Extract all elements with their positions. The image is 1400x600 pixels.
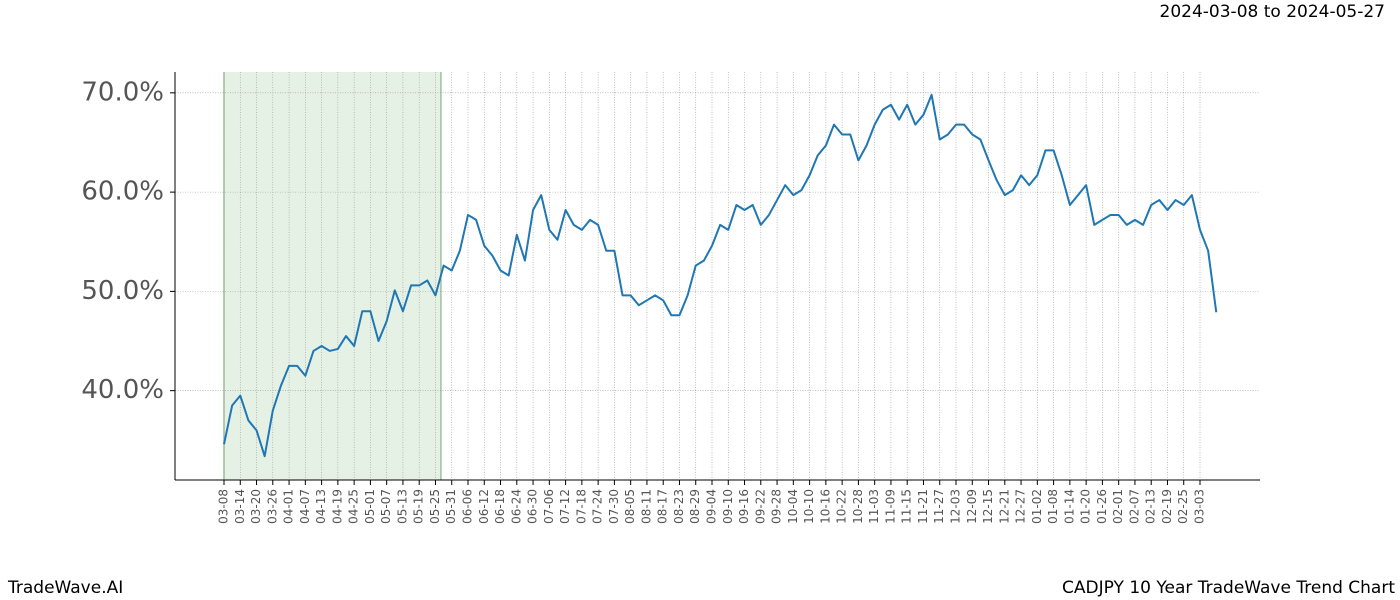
x-tick-label: 12-03 bbox=[949, 489, 963, 524]
x-tick-label: 07-06 bbox=[542, 489, 556, 524]
x-tick-label: 02-19 bbox=[1160, 489, 1174, 524]
y-tick-label: 60.0% bbox=[81, 177, 164, 207]
x-tick-label: 01-14 bbox=[1062, 489, 1076, 524]
x-tick-label: 10-28 bbox=[851, 489, 865, 524]
x-tick-label: 09-22 bbox=[753, 489, 767, 524]
x-tick-label: 05-31 bbox=[444, 489, 458, 524]
x-tick-label: 09-28 bbox=[770, 489, 784, 524]
x-tick-label: 04-01 bbox=[282, 489, 296, 524]
x-tick-label: 12-21 bbox=[997, 489, 1011, 524]
x-tick-label: 03-08 bbox=[217, 489, 231, 524]
x-tick-label: 06-24 bbox=[509, 489, 523, 524]
x-tick-label: 04-07 bbox=[298, 489, 312, 524]
x-tick-label: 11-21 bbox=[916, 489, 930, 524]
y-tick-label: 50.0% bbox=[81, 276, 164, 306]
y-tick-label: 40.0% bbox=[81, 375, 164, 405]
x-tick-label: 06-12 bbox=[477, 489, 491, 524]
x-tick-label: 05-13 bbox=[395, 489, 409, 524]
highlight-range bbox=[224, 72, 441, 480]
x-tick-label: 08-17 bbox=[656, 489, 670, 524]
x-tick-label: 05-25 bbox=[428, 489, 442, 524]
x-tick-label: 11-09 bbox=[883, 489, 897, 524]
x-tick-label: 08-29 bbox=[688, 489, 702, 524]
x-tick-label: 09-10 bbox=[721, 489, 735, 524]
x-tick-label: 08-11 bbox=[639, 489, 653, 524]
x-tick-label: 12-15 bbox=[981, 489, 995, 524]
x-tick-label: 09-16 bbox=[737, 489, 751, 524]
x-tick-label: 11-27 bbox=[932, 489, 946, 524]
x-tick-label: 07-18 bbox=[574, 489, 588, 524]
x-tick-label: 01-02 bbox=[1030, 489, 1044, 524]
footer-left: TradeWave.AI bbox=[7, 578, 123, 598]
x-tick-label: 03-03 bbox=[1193, 489, 1207, 524]
x-tick-label: 06-06 bbox=[461, 489, 475, 524]
data-line bbox=[223, 93, 1218, 458]
x-tick-label: 10-10 bbox=[802, 489, 816, 524]
x-tick-label: 04-25 bbox=[347, 489, 361, 524]
x-tick-label: 10-16 bbox=[818, 489, 832, 524]
x-tick-label: 06-18 bbox=[493, 489, 507, 524]
x-tick-label: 12-27 bbox=[1014, 489, 1028, 524]
footer-right: CADJPY 10 Year TradeWave Trend Chart bbox=[1062, 578, 1395, 598]
x-tick-label: 04-19 bbox=[330, 489, 344, 524]
chart-title: 2024-03-08 to 2024-05-27 bbox=[1160, 2, 1385, 22]
x-tick-label: 08-23 bbox=[672, 489, 686, 524]
x-tick-label: 01-08 bbox=[1046, 489, 1060, 524]
x-tick-label: 11-15 bbox=[900, 489, 914, 524]
x-tick-label: 08-05 bbox=[623, 489, 637, 524]
x-tick-label: 04-13 bbox=[314, 489, 328, 524]
x-tick-label: 05-19 bbox=[412, 489, 426, 524]
x-tick-label: 05-01 bbox=[363, 489, 377, 524]
x-tick-label: 07-30 bbox=[607, 489, 621, 524]
x-tick-label: 02-01 bbox=[1111, 489, 1125, 524]
x-tick-label: 06-30 bbox=[526, 489, 540, 524]
x-tick-label: 07-24 bbox=[591, 489, 605, 524]
x-tick-label: 05-07 bbox=[379, 489, 393, 524]
x-tick-label: 07-12 bbox=[558, 489, 572, 524]
x-tick-label: 03-14 bbox=[233, 489, 247, 524]
x-tick-label: 12-09 bbox=[965, 489, 979, 524]
x-tick-label: 02-13 bbox=[1144, 489, 1158, 524]
x-tick-label: 11-03 bbox=[867, 489, 881, 524]
x-tick-label: 10-22 bbox=[835, 489, 849, 524]
x-tick-label: 01-26 bbox=[1095, 489, 1109, 524]
y-tick-label: 70.0% bbox=[81, 77, 164, 107]
x-tick-label: 01-20 bbox=[1079, 489, 1093, 524]
x-tick-label: 10-04 bbox=[786, 489, 800, 524]
x-tick-label: 03-26 bbox=[265, 489, 279, 524]
x-tick-label: 02-07 bbox=[1127, 489, 1141, 524]
x-tick-label: 02-25 bbox=[1176, 489, 1190, 524]
x-tick-label: 09-04 bbox=[705, 489, 719, 524]
x-tick-label: 03-20 bbox=[249, 489, 263, 524]
